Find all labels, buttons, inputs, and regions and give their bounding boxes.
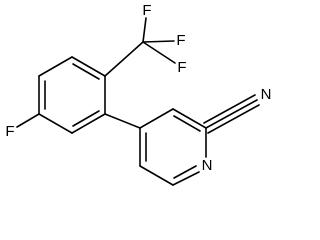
bond	[203, 94, 256, 124]
bond	[173, 115, 201, 132]
bond	[142, 41, 176, 64]
atom-label: F	[142, 2, 151, 19]
bond	[207, 104, 260, 134]
atom-label: N	[202, 157, 213, 174]
bond	[104, 41, 144, 77]
bond	[139, 108, 174, 129]
bond	[16, 113, 40, 128]
bond	[172, 171, 200, 186]
bond	[71, 113, 106, 134]
bond	[71, 56, 106, 77]
atom-label: N	[261, 86, 272, 103]
bond	[142, 40, 175, 43]
atom-label: F	[176, 32, 185, 49]
bonds	[16, 17, 260, 186]
atom-label: F	[177, 59, 186, 76]
atom-label: F	[5, 123, 14, 140]
bond	[38, 113, 73, 134]
bond	[139, 165, 174, 186]
bond	[142, 17, 147, 43]
structure-diagram: F F F F N N	[5, 2, 272, 186]
bond	[205, 99, 258, 129]
bond	[72, 63, 100, 80]
bond	[172, 108, 207, 129]
bond	[104, 113, 141, 129]
bond	[173, 165, 197, 179]
bond	[38, 56, 73, 77]
bond	[72, 110, 100, 127]
